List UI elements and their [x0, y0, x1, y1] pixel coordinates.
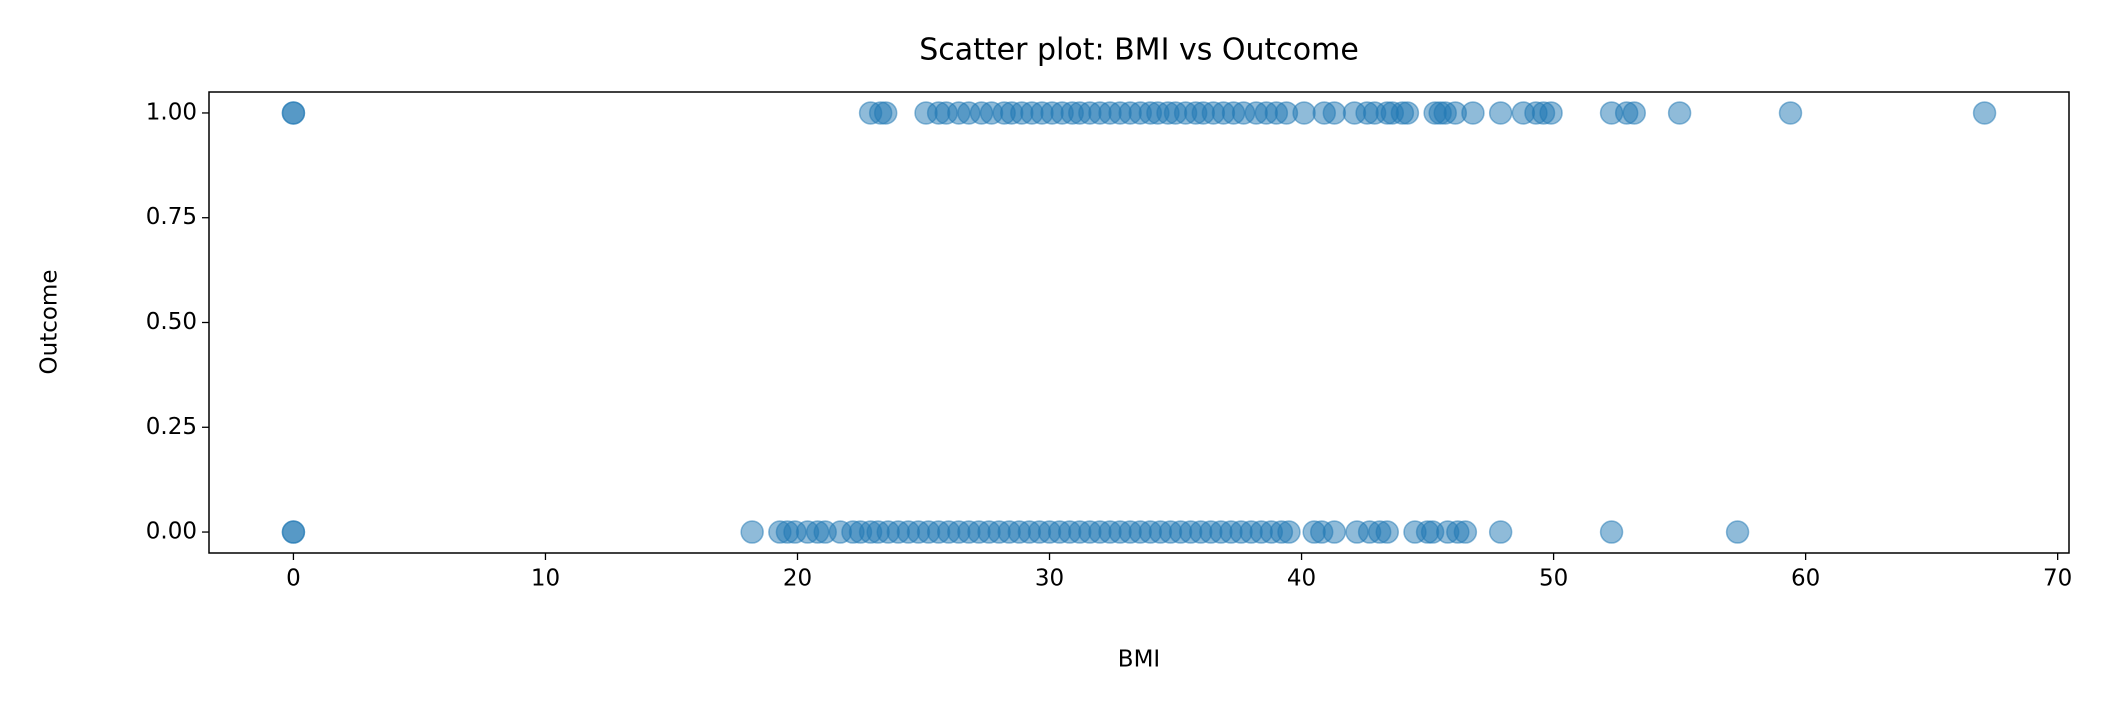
point	[1322, 101, 1347, 125]
x-tick-label: 40	[1287, 566, 1316, 592]
point	[1395, 101, 1420, 125]
y-tick-label: 1.00	[146, 99, 197, 125]
point	[1453, 520, 1478, 544]
point	[1622, 101, 1646, 125]
chart-title: Scatter plot: BMI vs Outcome	[919, 33, 1359, 68]
point	[740, 520, 764, 544]
y-axis-label: Outcome	[37, 270, 63, 375]
point	[1599, 520, 1624, 544]
y-tick-label: 0.00	[146, 519, 197, 545]
point	[1539, 101, 1563, 125]
point	[1972, 101, 1997, 125]
point	[1461, 101, 1485, 125]
y-tick-label: 0.75	[146, 204, 197, 230]
point	[1375, 520, 1400, 544]
point	[281, 101, 306, 125]
point	[1778, 101, 1803, 125]
point	[1488, 101, 1513, 125]
x-tick-label: 50	[1539, 566, 1568, 592]
point	[1277, 520, 1301, 544]
x-axis-label: BMI	[1118, 647, 1160, 673]
point	[1725, 520, 1750, 544]
x-tick-label: 70	[2043, 566, 2072, 592]
x-tick-label: 10	[531, 566, 560, 592]
point	[1322, 520, 1347, 544]
plot-frame	[208, 91, 2070, 554]
y-tick-label: 0.50	[146, 309, 197, 335]
point	[281, 520, 306, 544]
x-tick-label: 0	[286, 566, 301, 592]
x-tick-label: 30	[1035, 566, 1064, 592]
x-tick-label: 20	[783, 566, 812, 592]
point	[1292, 101, 1316, 125]
x-tick-label: 60	[1791, 566, 1820, 592]
y-tick-label: 0.25	[146, 414, 197, 440]
point	[1488, 520, 1513, 544]
point	[1667, 101, 1692, 125]
point	[873, 101, 898, 125]
